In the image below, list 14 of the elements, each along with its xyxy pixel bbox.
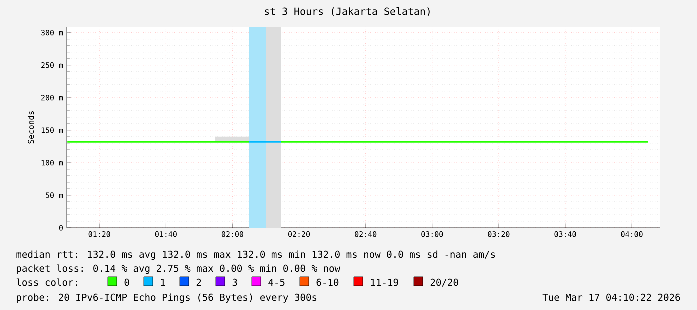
legend-label: 6-10: [316, 278, 339, 286]
text: packet loss: 0.14 % avg 2.75 % max 0.00 % min 0.00 % now: [17, 264, 341, 274]
text: probe: 20 IPv6-ICMP Echo Pings (56 Bytes) every 300s: [17, 294, 317, 304]
legend-label: 11-19: [371, 278, 398, 286]
text: Tue Mar 17 04:10:22 2026: [542, 294, 680, 302]
legend-label: 1: [161, 279, 166, 286]
chart-title: st 3 Hours (Jakarta Selatan): [265, 8, 430, 16]
text: median rtt: 132.0 ms avg 132.0 ms max 132.0 ms min 132.0 ms now 0.0 ms sd -nan am/s: [16, 250, 496, 260]
legend-title: loss color:: [16, 278, 78, 286]
legend-label: 2: [196, 278, 202, 286]
legend-label: 4-5: [268, 279, 285, 286]
legend-label: 0: [124, 278, 130, 286]
legend-label: 3: [232, 278, 238, 286]
legend-label: 20/20: [430, 278, 458, 287]
